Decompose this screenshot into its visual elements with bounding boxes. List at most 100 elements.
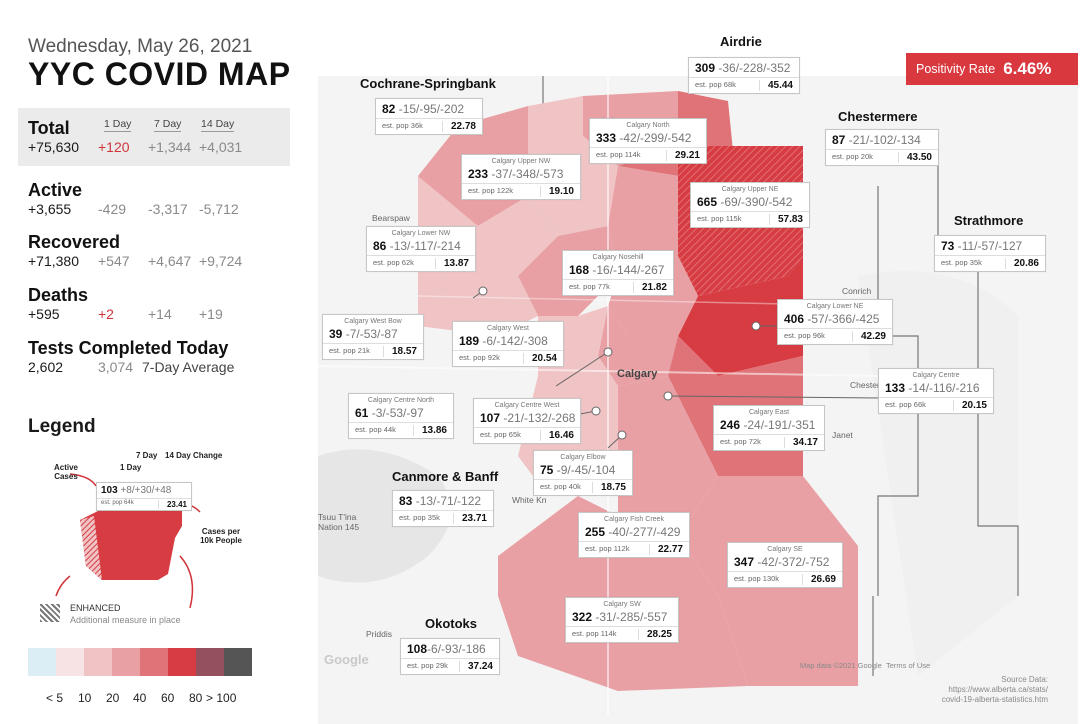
region-sw[interactable]: [498, 496, 748, 691]
region-box-strathmore[interactable]: 73 -11/-57/-127 est. pop 35k 20.86: [934, 235, 1046, 272]
positivity-rate-badge: Positivity Rate 6.46%: [906, 53, 1078, 85]
region-active: 189: [459, 334, 480, 348]
region-pop: est. pop 96k: [784, 331, 825, 340]
col-header-1day: 1 Day: [104, 118, 132, 132]
place-priddis: Priddis: [366, 629, 392, 639]
region-box-fish-creek[interactable]: Calgary Fish Creek 255 -40/-277/-429 est…: [578, 512, 690, 558]
legend-label-active: Active Cases: [53, 463, 78, 481]
region-active: 406: [784, 312, 805, 326]
place-calgary: Calgary: [617, 368, 658, 380]
scale-label: < 5: [46, 691, 64, 705]
region-rate: 34.17: [783, 437, 818, 448]
region-active: 133: [885, 381, 906, 395]
place-chestermere: Chestermere: [850, 380, 900, 390]
region-box-centre-west[interactable]: Calgary Centre West 107 -21/-132/-268 es…: [473, 398, 581, 444]
region-marker[interactable]: [478, 286, 488, 296]
region-marker[interactable]: [603, 347, 613, 357]
region-west[interactable]: [418, 246, 538, 336]
scale-swatch: [28, 648, 56, 676]
stat-7day-average-label: 7-Day Average: [142, 359, 235, 375]
stat-7day: -3,317: [148, 201, 188, 217]
scale-label: 20: [106, 691, 120, 705]
stat-7day-average: 3,074: [98, 359, 134, 375]
region-change: -14/-116/-216: [908, 381, 980, 395]
region-box-okotoks[interactable]: 108-6/-93/-186 est. pop 29k 37.24: [400, 638, 500, 675]
enhanced-description: Additional measure in place: [70, 615, 181, 625]
region-change: -37/-348/-573: [491, 167, 564, 181]
region-name: Calgary Upper NE: [721, 186, 779, 193]
region-title-strathmore: Strathmore: [954, 213, 1024, 228]
region-name: Calgary Upper NW: [491, 158, 551, 165]
region-active: 39: [329, 327, 343, 341]
scale-label: > 100: [206, 691, 237, 705]
region-box-centre-north[interactable]: Calgary Centre North 61 -3/-53/-97 est. …: [348, 393, 454, 439]
region-pop: est. pop 115k: [697, 214, 742, 223]
region-box-west-bow[interactable]: Calgary West Bow 39 -7/-53/-87 est. pop …: [322, 314, 424, 360]
region-name: Calgary North: [626, 122, 670, 129]
region-pop: est. pop 112k: [585, 544, 630, 553]
region-name: Calgary Elbow: [560, 454, 606, 461]
region-pop: est. pop 114k: [596, 150, 641, 159]
region-pop: est. pop 77k: [569, 282, 610, 291]
scale-swatch: [84, 648, 112, 676]
source-link[interactable]: covid-19-alberta-statistics.htm: [941, 695, 1048, 704]
example-rate: 23.41: [157, 500, 187, 509]
region-box-sw[interactable]: Calgary SW 322 -31/-285/-557 est. pop 11…: [565, 597, 679, 643]
region-marker[interactable]: [751, 321, 761, 331]
region-box-cochrane[interactable]: 82 -15/-95/-202 est. pop 36k 22.78: [375, 98, 483, 135]
region-box-lower-ne[interactable]: Calgary Lower NE 406 -57/-366/-425 est. …: [777, 299, 893, 345]
region-box-chestermere[interactable]: 87 -21/-102/-134 est. pop 20k 43.50: [825, 129, 939, 166]
region-rate: 37.24: [458, 661, 493, 672]
region-marker[interactable]: [663, 391, 673, 401]
region-active: 82: [382, 102, 396, 116]
stat-deaths: Deaths +595 +2 +14 +19: [28, 285, 298, 324]
region-lower-ne[interactable]: [678, 256, 803, 376]
region-active: 73: [941, 239, 955, 253]
region-change: -3/-53/-97: [371, 406, 424, 420]
region-box-west[interactable]: Calgary West 189 -6/-142/-308 est. pop 9…: [452, 321, 564, 367]
stat-1day: -429: [98, 201, 127, 217]
region-nosehill[interactable]: [608, 166, 678, 276]
region-marker[interactable]: [617, 430, 627, 440]
region-active: 347: [734, 555, 755, 569]
region-box-lower-nw[interactable]: Calgary Lower NW 86 -13/-117/-214 est. p…: [366, 226, 476, 272]
region-pop: est. pop 66k: [885, 400, 926, 409]
region-box-north[interactable]: Calgary North 333 -42/-299/-542 est. pop…: [589, 118, 707, 164]
region-box-east[interactable]: Calgary East 246 -24/-191/-351 est. pop …: [713, 405, 825, 451]
scale-label: 40: [133, 691, 147, 705]
region-rate: 16.46: [539, 430, 574, 441]
region-centre[interactable]: [598, 306, 678, 386]
region-name: Calgary Lower NW: [391, 230, 451, 237]
scale-swatch: [196, 648, 224, 676]
region-box-upper-ne[interactable]: Calgary Upper NE 665 -69/-390/-542 est. …: [690, 182, 810, 228]
stat-value: +3,655: [28, 201, 72, 217]
legend-label-14day: 14 Day Change: [165, 451, 223, 460]
region-marker[interactable]: [591, 406, 601, 416]
region-box-upper-nw[interactable]: Calgary Upper NW 233 -37/-348/-573 est. …: [461, 154, 581, 200]
source-link[interactable]: https://www.alberta.ca/stats/: [948, 685, 1048, 694]
stat-active: Active +3,655 -429 -3,317 -5,712: [28, 180, 298, 219]
region-box-centre[interactable]: Calgary Centre 133 -14/-116/-216 est. po…: [878, 368, 994, 414]
region-box-se[interactable]: Calgary SE 347 -42/-372/-752 est. pop 13…: [727, 542, 843, 588]
place-whitekn: White Kn: [512, 495, 547, 505]
example-pop: est. pop 64k: [101, 500, 134, 506]
region-box-nosehill[interactable]: Calgary Nosehill 168 -16/-144/-267 est. …: [562, 250, 674, 296]
region-active: 87: [832, 133, 846, 147]
region-box-elbow[interactable]: Calgary Elbow 75 -9/-45/-104 est. pop 40…: [533, 450, 633, 496]
region-pop: est. pop 40k: [540, 482, 581, 491]
region-name: Calgary Centre: [912, 372, 960, 379]
region-pop: est. pop 62k: [373, 258, 414, 267]
region-box-airdrie[interactable]: 309 -36/-228/-352 est. pop 68k 45.44: [688, 57, 800, 94]
region-active: 322: [572, 610, 593, 624]
region-rate: 22.78: [441, 121, 476, 132]
stat-label: Recovered: [28, 232, 121, 252]
region-active: 75: [540, 463, 554, 477]
stat-label: Tests Completed Today: [28, 338, 229, 358]
region-box-canmore[interactable]: 83 -13/-71/-122 est. pop 35k 23.71: [392, 490, 494, 527]
map-terms-link[interactable]: Terms of Use: [886, 661, 931, 670]
legend-region-shape: [80, 510, 182, 580]
region-active: 255: [585, 525, 606, 539]
region-fish-creek[interactable]: [618, 376, 718, 536]
region-change: -13/-117/-214: [389, 239, 461, 253]
region-pop: est. pop 130k: [734, 574, 780, 583]
